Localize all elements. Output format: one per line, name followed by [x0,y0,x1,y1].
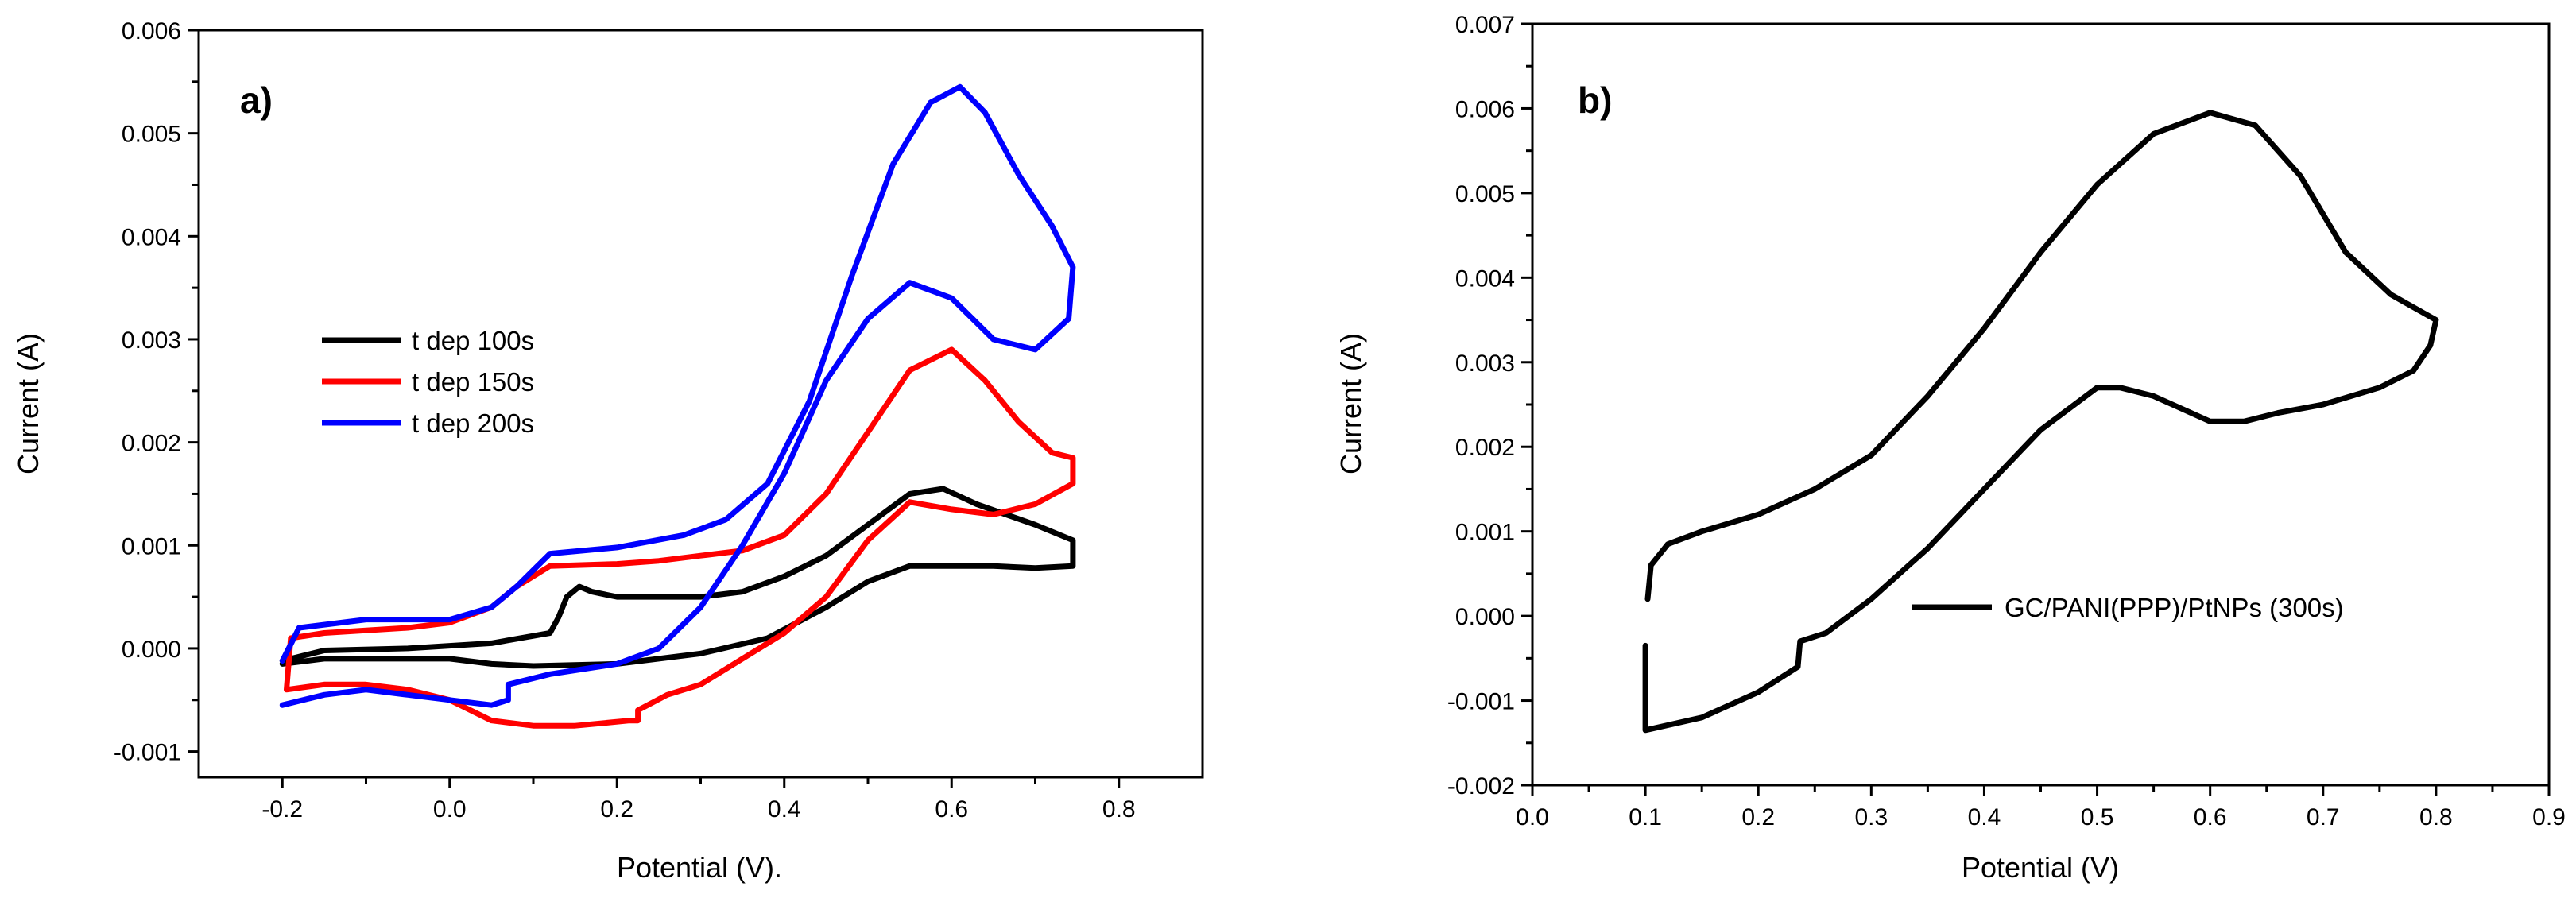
panel-b-plot-frame [1531,22,2551,787]
panel-b-y-tick-label: -0.001 [1447,689,1515,715]
panel-a-x-tick-label: 0.8 [1102,796,1136,823]
panel-a-y-tick-label: 0.002 [122,431,181,457]
panel-a-y-tick-label: 0.000 [122,637,181,663]
panel-b-y-tick-label: 0.001 [1455,520,1515,546]
panel-a-x-tick-label: 0.4 [768,796,801,823]
panel-a: -0.2 0.0 0.2 0.4 0.6 0.8 -0.001 0.000 0.001 0.002… [12,18,1204,884]
legend-label-t-dep-100s: t dep 100s [412,326,534,355]
panel-b-y-tick-label: 0.002 [1455,435,1515,461]
panel-b-x-tick-label: 0.0 [1516,804,1549,830]
panel-b-x-tick-label: 0.2 [1741,804,1775,830]
panel-b-y-tick-label: 0.005 [1455,181,1515,207]
panel-b-x-tick-label: 0.4 [1968,804,2001,830]
panel-a-y-tick-label: -0.001 [114,740,181,766]
panel-a-y-tick-label: 0.004 [122,224,181,250]
panel-a-legend: t dep 100s t dep 150s t dep 200s [322,326,534,438]
panel-b-x-tick-label: 0.1 [1629,804,1662,830]
panel-b-y-tick-label: 0.000 [1455,604,1515,630]
panel-b-x-tick-label: 0.8 [2419,804,2453,830]
panel-b-y-tick-label: -0.002 [1447,773,1515,799]
panel-a-y-axis-title: Current (A) [12,333,45,474]
panel-b-x-axis-title: Potential (V) [1962,851,2119,884]
panel-a-x-axis-title: Potential (V). [617,851,782,884]
panel-a-ticks: -0.2 0.0 0.2 0.4 0.6 0.8 -0.001 0.000 0.001 0.002… [114,18,1136,823]
panel-a-label: a) [240,79,273,121]
panel-b-x-tick-label: 0.9 [2532,804,2566,830]
panel-b-series-gc-pani-ppp-ptnps-300s [1642,110,2439,734]
panel-a-y-tick-label: 0.005 [122,122,181,148]
panel-b-y-tick-label: 0.007 [1455,12,1515,38]
panel-b-label: b) [1578,79,1612,121]
panel-b-ticks: 0.0 0.1 0.2 0.3 0.4 0.5 0.6 0.7 0.8 0.9 -0.002 -0.0… [1447,12,2566,830]
panel-a-series-t-dep-150s [284,346,1076,729]
panel-b-y-tick-label: 0.004 [1455,265,1515,292]
panel-a-y-tick-label: 0.001 [122,533,181,559]
panel-b-legend: GC/PANI(PPP)/PtNPs (300s) [1912,593,2344,622]
panel-a-x-tick-label: 0.6 [935,796,968,823]
panel-b: 0.0 0.1 0.2 0.3 0.4 0.5 0.6 0.7 0.8 0.9 -0.002 -0.0… [1334,12,2566,884]
panel-a-plot-frame [197,29,1204,779]
panel-a-curves [279,83,1076,729]
panel-a-series-t-dep-100s [279,486,1076,669]
panel-b-x-tick-label: 0.6 [2194,804,2227,830]
panel-a-series-t-dep-200s [279,83,1076,708]
panel-b-x-tick-label: 0.7 [2307,804,2340,830]
panel-b-x-tick-label: 0.5 [2081,804,2114,830]
panel-b-x-tick-label: 0.3 [1854,804,1888,830]
panel-a-y-tick-label: 0.003 [122,327,181,354]
legend-label-t-dep-150s: t dep 150s [412,367,534,397]
panel-a-x-tick-label: -0.2 [261,796,303,823]
panel-b-curves [1642,110,2439,734]
panel-a-x-tick-label: 0.2 [600,796,633,823]
panel-b-y-axis-title: Current (A) [1334,333,1367,474]
legend-label-t-dep-200s: t dep 200s [412,408,534,438]
panel-a-x-tick-label: 0.0 [433,796,467,823]
legend-label-gc-pani-ppp-ptnps: GC/PANI(PPP)/PtNPs (300s) [2005,593,2344,622]
panel-b-y-tick-label: 0.003 [1455,350,1515,377]
panel-a-y-tick-label: 0.006 [122,18,181,45]
panel-b-y-tick-label: 0.006 [1455,96,1515,122]
